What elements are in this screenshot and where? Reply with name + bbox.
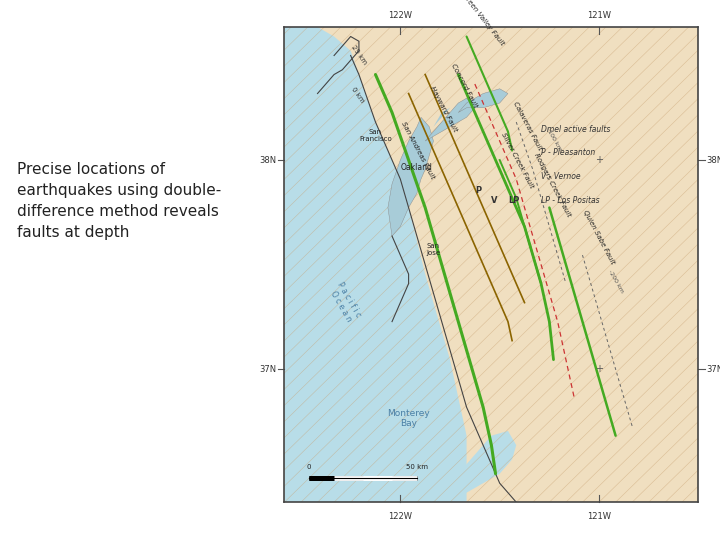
Text: -200 km: -200 km [607,269,624,294]
Text: 122W: 122W [388,512,413,521]
Text: P - Pleasanton: P - Pleasanton [541,148,595,157]
Text: Precise locations of
earthquakes using double-
difference method reveals
faults : Precise locations of earthquakes using d… [17,162,222,240]
Text: Calaveras Fault: Calaveras Fault [512,101,543,152]
Text: Dmel active faults: Dmel active faults [541,125,611,133]
Text: P a c i f i c
  O c e a n: P a c i f i c O c e a n [325,280,362,323]
Text: 0 km: 0 km [351,86,366,104]
Text: 121W: 121W [587,512,611,521]
Polygon shape [459,89,508,112]
Polygon shape [433,108,450,127]
Text: V: V [491,196,498,205]
Text: -100 km: -100 km [545,127,562,152]
Text: 121W: 121W [587,11,611,20]
Text: +: + [595,155,603,165]
Polygon shape [433,431,516,502]
Text: Silver Creek Fault: Silver Creek Fault [500,132,534,190]
Text: 37N: 37N [707,364,720,374]
Text: LP: LP [508,196,519,205]
Text: 38N: 38N [259,156,276,165]
Text: Quien Sabe Fault: Quien Sabe Fault [582,210,616,266]
Text: 38N: 38N [707,156,720,165]
Text: 37N: 37N [259,364,276,374]
Text: V - Vernoe: V - Vernoe [541,172,581,181]
Text: San
Jose: San Jose [426,243,441,256]
Text: 29 km: 29 km [351,45,368,66]
Text: 0: 0 [307,464,312,470]
Text: 50 km: 50 km [406,464,428,470]
Text: Oakland: Oakland [400,163,432,172]
Text: Rodgers Creek Fault: Rodgers Creek Fault [533,152,572,218]
Polygon shape [284,27,467,502]
Text: Green Valley Fault: Green Valley Fault [461,0,505,47]
Text: Concord Fault: Concord Fault [450,63,478,109]
Text: +: + [595,364,603,374]
Text: Hayward Fault: Hayward Fault [429,85,459,132]
Text: LP - Los Positas: LP - Los Positas [541,196,600,205]
Polygon shape [388,117,433,236]
Text: San Andreas Fault: San Andreas Fault [400,121,436,180]
Text: 122W: 122W [388,11,413,20]
Text: Monterey
Bay: Monterey Bay [387,409,430,428]
Polygon shape [425,98,475,141]
Text: San
Francisco: San Francisco [359,129,392,142]
Text: P: P [475,186,481,195]
